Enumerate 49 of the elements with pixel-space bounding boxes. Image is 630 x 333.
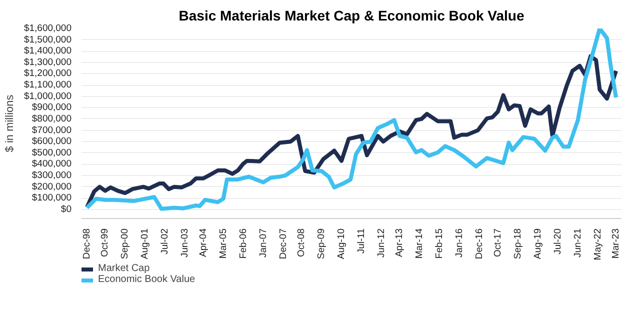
y-tick-label: $1,100,000 <box>24 80 72 91</box>
x-tick-label: Jul-20 <box>552 228 564 254</box>
y-tick-label: $1,600,000 <box>24 23 72 34</box>
x-tick-label: Mar-14 <box>414 228 426 259</box>
y-tick-label: $200,000 <box>32 181 72 192</box>
x-tick-label: Sep-00 <box>120 228 131 260</box>
legend-label: Economic Book Value <box>98 274 196 285</box>
y-tick-label: $400,000 <box>32 158 72 170</box>
y-tick-label: $1,500,000 <box>24 34 72 46</box>
x-tick-label: Jan-07 <box>258 228 269 258</box>
x-tick-label: Jan-16 <box>454 228 466 258</box>
x-tick-label: May-22 <box>592 228 604 260</box>
y-tick-label: $700,000 <box>32 124 72 136</box>
y-tick-label: $800,000 <box>32 113 72 124</box>
x-tick-label: Oct-99 <box>100 228 111 258</box>
x-tick-label: Feb-06 <box>238 228 249 259</box>
y-axis-title: $ in millions <box>4 94 16 152</box>
x-tick-label: Apr-13 <box>394 228 406 258</box>
y-tick-label: $1,400,000 <box>24 46 72 57</box>
x-tick-label: Oct-08 <box>296 228 307 258</box>
x-tick-label: Jul-11 <box>356 228 367 254</box>
x-tick-label: Mar-05 <box>218 228 229 259</box>
x-tick-label: Apr-04 <box>198 228 209 258</box>
legend-label: Market Cap <box>98 263 150 274</box>
x-tick-label: Jun-03 <box>180 228 191 258</box>
y-tick-label: $300,000 <box>32 170 72 182</box>
x-tick-label: Aug-10 <box>336 228 347 260</box>
y-tick-label: $100,000 <box>32 192 72 204</box>
y-tick-label: $1,200,000 <box>24 68 72 80</box>
x-tick-label: Dec-16 <box>474 228 486 260</box>
y-tick-label: $1,000,000 <box>24 90 72 102</box>
x-tick-label: Oct-17 <box>492 228 504 258</box>
y-tick-label: $0 <box>60 204 72 215</box>
x-tick-label: Aug-19 <box>532 228 544 260</box>
y-tick-label: $600,000 <box>32 136 72 148</box>
x-tick-label: Jun-12 <box>376 228 387 258</box>
x-tick-label: Dec-98 <box>81 228 92 260</box>
chart-title: Basic Materials Market Cap & Economic Book Value <box>178 8 524 24</box>
y-tick-label: $900,000 <box>32 102 72 114</box>
x-tick-label: Jun-21 <box>572 228 584 258</box>
x-tick-label: Mar-23 <box>610 228 622 259</box>
x-tick-label: Sep-09 <box>316 228 327 260</box>
x-tick-label: Jul-02 <box>160 228 171 254</box>
y-tick-label: $1,300,000 <box>24 56 72 68</box>
x-tick-label: Feb-15 <box>434 228 446 259</box>
x-tick-label: Dec-07 <box>278 228 289 260</box>
x-tick-label: Aug-01 <box>140 228 151 260</box>
x-tick-label: Sep-18 <box>512 228 524 260</box>
y-tick-label: $500,000 <box>32 147 72 158</box>
